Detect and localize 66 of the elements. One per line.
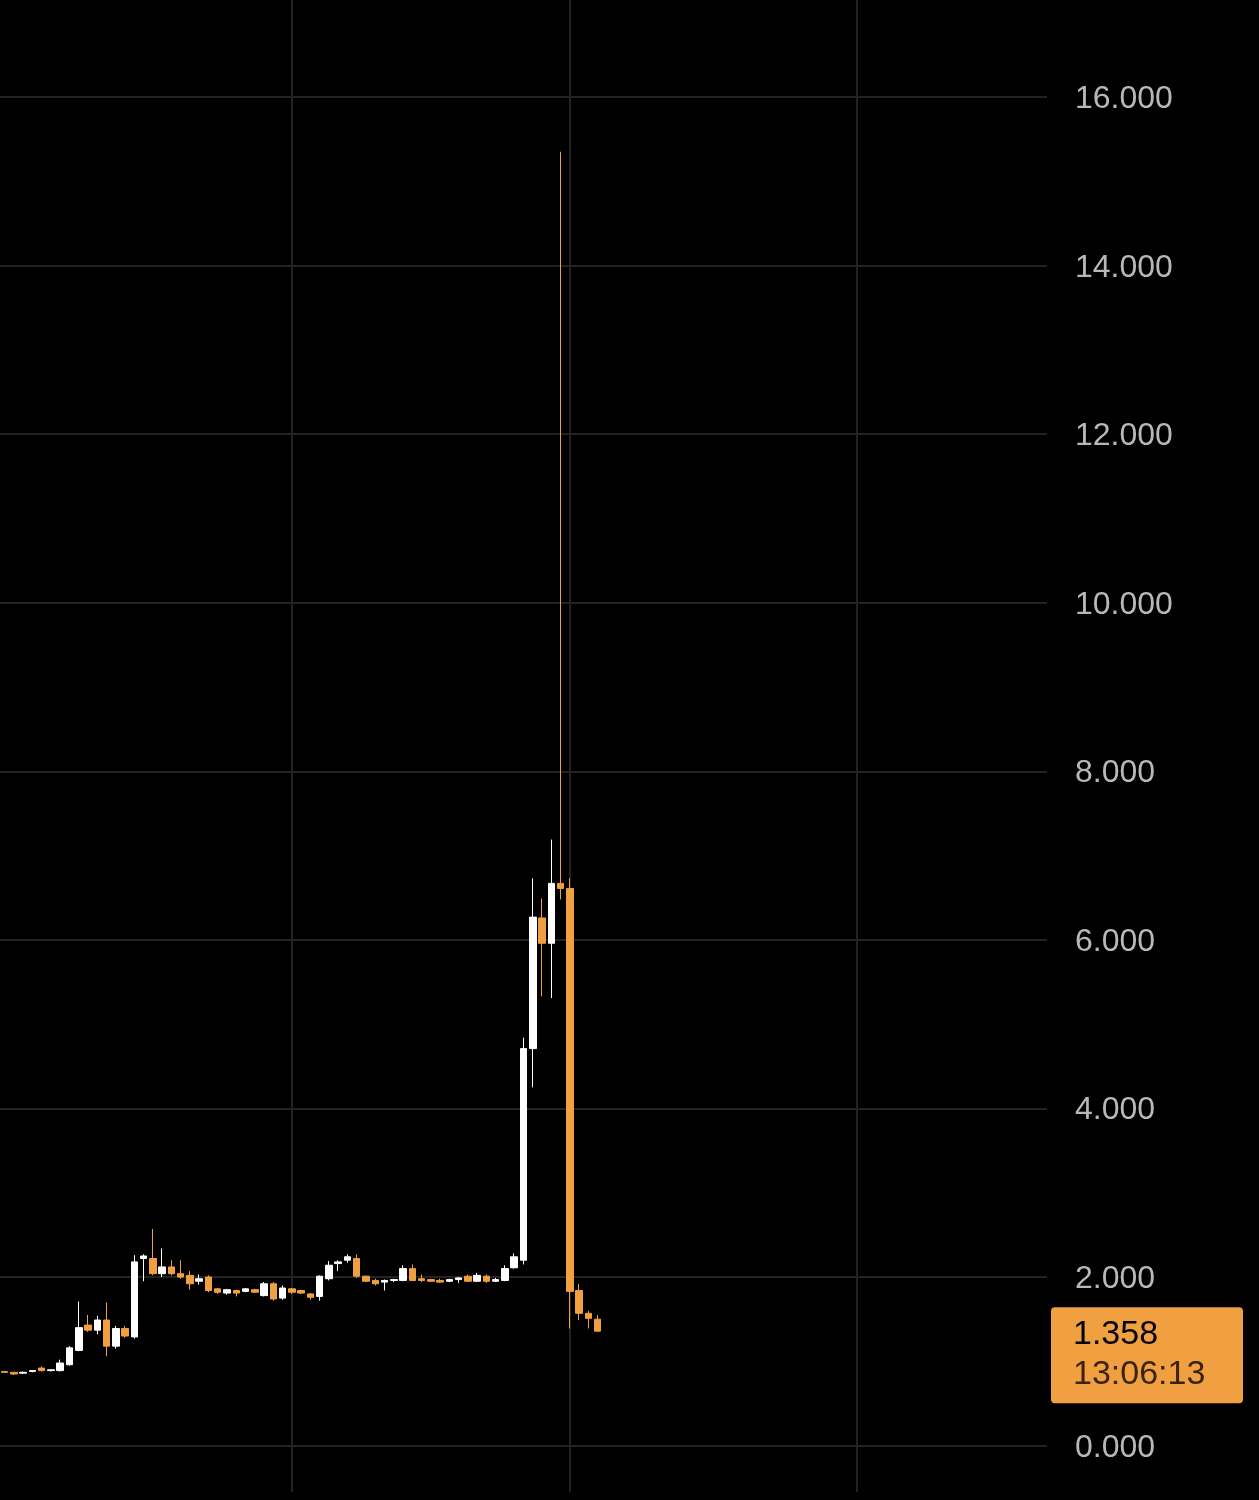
candlestick	[131, 1254, 138, 1340]
candlestick	[372, 1278, 379, 1286]
candlestick	[158, 1247, 166, 1278]
candlestick	[251, 1288, 259, 1294]
candlestick	[214, 1287, 221, 1295]
y-tick-label: 10.000	[1075, 584, 1173, 621]
candlestick	[446, 1278, 453, 1283]
y-tick-label: 12.000	[1075, 416, 1173, 453]
y-tick-label: 2.000	[1075, 1259, 1156, 1296]
candlestick	[94, 1315, 101, 1335]
candlestick	[538, 898, 546, 997]
candlestick	[1, 1370, 8, 1374]
y-tick-label: 6.000	[1075, 921, 1156, 958]
candlestick	[260, 1281, 268, 1297]
candlestick	[418, 1274, 425, 1283]
text: 1.358	[1073, 1313, 1159, 1352]
candlestick	[10, 1371, 18, 1376]
candlestick	[140, 1253, 147, 1282]
candlestick	[381, 1279, 388, 1292]
candlestick	[112, 1325, 120, 1350]
candlestick	[279, 1284, 286, 1301]
candlestick	[121, 1325, 129, 1339]
candlestick	[75, 1301, 83, 1352]
candlestick	[270, 1281, 277, 1302]
y-tick-label: 16.000	[1075, 78, 1173, 115]
text: 13:06:13	[1073, 1353, 1206, 1392]
candlestick	[455, 1276, 462, 1284]
candlestick	[205, 1274, 212, 1293]
candlestick	[223, 1288, 231, 1296]
candlestick	[529, 877, 537, 1088]
candlestick	[242, 1287, 249, 1293]
candlestick	[353, 1253, 360, 1279]
candlestick	[483, 1274, 490, 1284]
y-tick-label: 4.000	[1075, 1090, 1156, 1127]
candlestick	[362, 1274, 370, 1283]
candlestick	[325, 1260, 333, 1281]
candlestick	[344, 1253, 351, 1264]
candlestick	[307, 1292, 314, 1301]
candlestick	[195, 1274, 203, 1286]
candlestick	[38, 1365, 45, 1372]
candlestick	[84, 1314, 92, 1333]
candlestick	[594, 1314, 601, 1333]
candlestick	[233, 1289, 240, 1297]
candlestick	[19, 1370, 27, 1375]
candlestick	[492, 1277, 499, 1283]
candlestick	[510, 1252, 518, 1270]
candlestick	[66, 1345, 73, 1367]
y-tick-label: 8.000	[1075, 753, 1156, 790]
candlestick	[520, 1037, 527, 1265]
candlestick	[409, 1263, 416, 1282]
y-tick-label: 0.000	[1075, 1427, 1156, 1464]
candlestick	[501, 1264, 509, 1282]
candlestick	[585, 1310, 592, 1329]
candlestick	[334, 1259, 342, 1272]
candlestick	[29, 1370, 36, 1373]
y-tick-label: 14.000	[1075, 247, 1173, 284]
candlestick	[149, 1228, 157, 1276]
candlestick	[464, 1274, 472, 1283]
candlestick	[103, 1301, 110, 1357]
candlestick	[557, 151, 564, 900]
candlestick	[177, 1259, 184, 1280]
candlestick	[168, 1259, 175, 1276]
candlestick	[316, 1274, 323, 1302]
candlestick	[186, 1270, 194, 1291]
candlestick	[548, 839, 555, 999]
candlestick	[473, 1272, 481, 1283]
